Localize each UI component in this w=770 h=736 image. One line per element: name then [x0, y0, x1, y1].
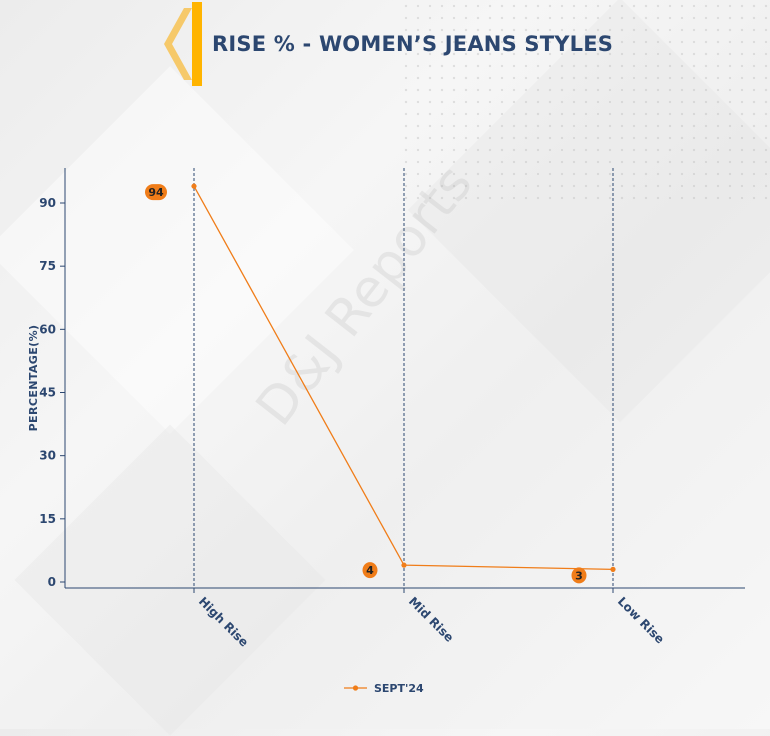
data-label: 3 [575, 569, 583, 582]
page-title: RISE % - WOMEN’S JEANS STYLES [212, 32, 614, 56]
data-point [191, 183, 197, 189]
y-tick-label: 60 [39, 322, 56, 336]
data-label-badge [571, 567, 587, 584]
data-label: 94 [148, 186, 164, 199]
x-tick-label: Low Rise [615, 594, 667, 646]
x-tick-label: Mid Rise [406, 594, 457, 645]
y-tick-label: 0 [48, 575, 56, 589]
legend-marker [352, 685, 359, 691]
y-axis-label: PERCENTAGE(%) [27, 325, 40, 432]
data-point [610, 566, 616, 572]
legend-label: SEPT'24 [374, 682, 424, 695]
y-tick-label: 45 [39, 386, 56, 400]
data-point [401, 562, 407, 568]
data-label: 4 [366, 564, 374, 577]
header-chevron-icon [164, 2, 202, 86]
y-tick-label: 15 [39, 512, 56, 526]
x-tick-label: High Rise [196, 594, 251, 649]
background-dot-pattern [400, 0, 770, 200]
y-tick-label: 75 [39, 259, 56, 273]
data-label-badge [145, 184, 167, 201]
y-tick-label: 90 [39, 196, 56, 210]
data-label-badge [362, 562, 378, 579]
y-tick-label: 30 [39, 449, 56, 463]
